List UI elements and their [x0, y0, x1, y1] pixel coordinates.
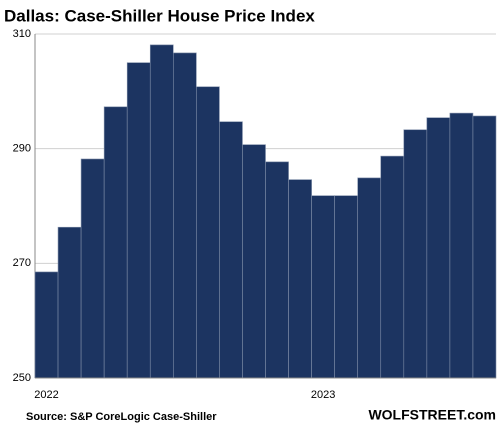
bar: [380, 155, 405, 379]
bar: [103, 106, 128, 379]
bar: [34, 271, 59, 379]
source: Source: S&P CoreLogic Case-Shiller: [26, 411, 217, 423]
x-tick-label: 2022: [34, 389, 58, 401]
bar: [80, 158, 105, 379]
bar: [403, 129, 428, 379]
bar: [196, 86, 220, 379]
y-tick-label: 310: [13, 28, 31, 40]
bar: [57, 226, 82, 379]
bar: [149, 44, 174, 379]
bar: [334, 195, 358, 379]
credit: WOLFSTREET.com: [368, 407, 496, 423]
y-tick-label: 270: [13, 257, 31, 269]
bar: [311, 195, 335, 379]
bar: [173, 52, 197, 379]
y-tick-label: 250: [13, 372, 31, 384]
bar: [426, 117, 451, 379]
bar: [449, 112, 474, 379]
y-tick-label: 290: [13, 143, 31, 155]
bar: [288, 179, 312, 379]
chart-title: Dallas: Case-Shiller House Price Index: [4, 6, 315, 25]
bar: [126, 62, 151, 379]
bar: [242, 144, 266, 379]
x-tick-label: 2023: [311, 389, 335, 401]
bar: [219, 121, 243, 379]
bar: [472, 115, 497, 379]
bar: [265, 161, 289, 379]
bar: [357, 177, 382, 379]
